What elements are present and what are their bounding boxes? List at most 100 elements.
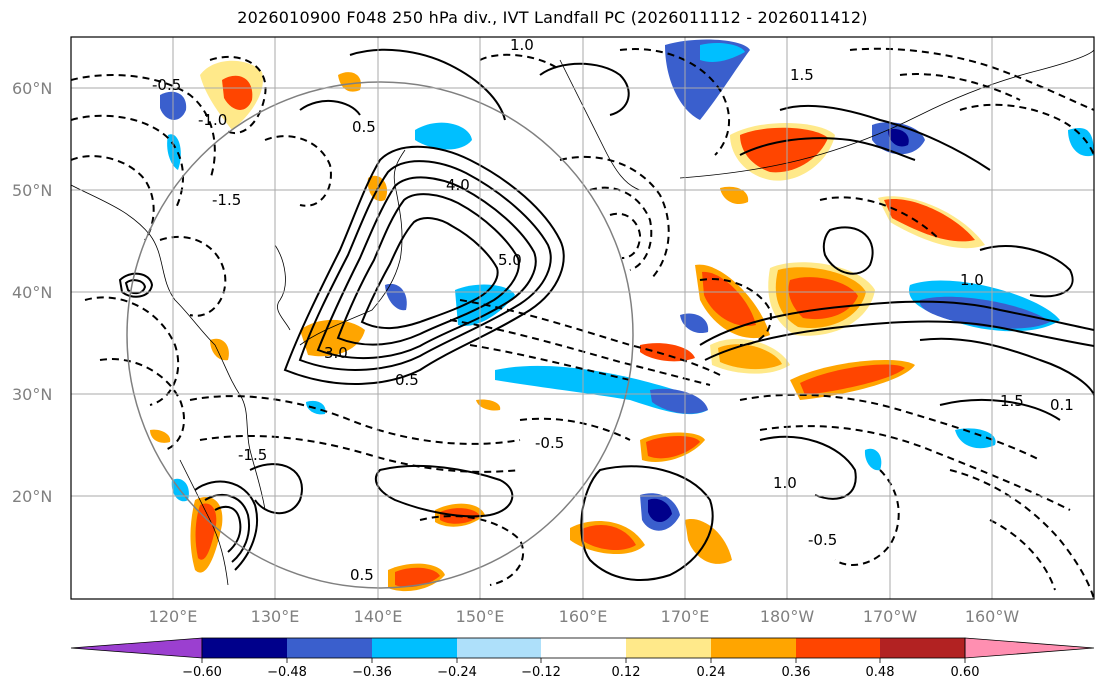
- contour-label: -0.5: [152, 76, 181, 94]
- graticule: [71, 37, 1094, 599]
- contour-negative: [759, 425, 1071, 511]
- contour-positive: [124, 279, 147, 295]
- contour-positive: [699, 300, 1094, 346]
- shade-positive: [685, 519, 732, 564]
- contour-negative: [834, 469, 900, 566]
- contour-negative: [739, 393, 1041, 461]
- contour-label: 1.0: [773, 474, 797, 492]
- contour-label: -1.5: [212, 191, 241, 209]
- contour-positive: [349, 48, 506, 121]
- contour-negative: [469, 344, 631, 381]
- shade-positive: [222, 75, 253, 110]
- lon-label: 180°W: [760, 607, 815, 626]
- contour-positive: [249, 463, 303, 515]
- contour-negative: [959, 103, 1094, 156]
- contour-negative: [264, 135, 332, 207]
- contour-label: 0.5: [352, 118, 376, 136]
- shade-negative: [167, 134, 181, 170]
- contour-positive: [759, 435, 857, 500]
- colorbar-tick-label: −0.12: [521, 665, 561, 680]
- contour-positive: [539, 62, 630, 116]
- shade-positive: [788, 277, 858, 320]
- colorbar-ticks: [201, 658, 966, 663]
- positive-contours: [118, 48, 1094, 581]
- colorbar-tick-label: 0.24: [697, 665, 726, 680]
- contour-positive: [939, 399, 1061, 421]
- shade-negative: [680, 313, 709, 334]
- colorbar-tick-label: 0.60: [951, 665, 980, 680]
- lon-label: 160°E: [559, 607, 608, 626]
- shade-positive: [395, 567, 440, 588]
- colorbar-frame: [201, 637, 966, 659]
- contour-positive: [704, 320, 1094, 361]
- contour-positive: [979, 245, 1074, 298]
- contour-positive: [822, 226, 874, 275]
- shade-positive: [300, 319, 365, 357]
- shade-negative: [1068, 128, 1094, 157]
- contour-negative: [459, 299, 721, 376]
- colorbar-tick-label: −0.60: [182, 665, 222, 680]
- contour-negative: [84, 296, 180, 406]
- contour-label: 0.5: [395, 371, 419, 389]
- contour-label-group: -0.5 -1.0 -1.5 0.5 1.0 1.5 3.0 4.0 5.0 -…: [152, 37, 1074, 584]
- coastline-philippines: [179, 459, 229, 586]
- contour-positive: [739, 137, 916, 161]
- lon-label: 150°E: [456, 607, 505, 626]
- latitude-labels: 60°N 50°N 40°N 30°N 20°N: [12, 79, 52, 506]
- colorbar-segment: [880, 638, 965, 658]
- shade-negative: [415, 122, 472, 150]
- lat-label: 20°N: [12, 487, 52, 506]
- contour-negative: [199, 434, 521, 473]
- contour-negative: [899, 73, 1021, 101]
- contour-negative: [71, 155, 155, 241]
- coastline-korea: [274, 244, 291, 331]
- colorbar-tick-label: 0.12: [612, 665, 641, 680]
- lon-label: 170°E: [661, 607, 710, 626]
- shade-negative: [864, 448, 882, 471]
- contour-label: 1.5: [1000, 392, 1024, 410]
- contour-negative: [99, 358, 185, 451]
- colorbar-tick-label: −0.24: [437, 665, 477, 680]
- shade-negative: [700, 42, 745, 63]
- contour-label: -1.5: [238, 446, 267, 464]
- colorbar-tick-label: 0.48: [866, 665, 895, 680]
- contour-label: 1.0: [960, 271, 984, 289]
- contour-label: 5.0: [498, 251, 522, 269]
- lon-label: 170°W: [863, 607, 918, 626]
- coastlines: [71, 49, 1094, 586]
- colorbar-segment: [457, 638, 541, 658]
- contour-positive: [919, 337, 1094, 396]
- contour-negative: [479, 53, 561, 71]
- lon-label: 120°E: [149, 607, 198, 626]
- contour-positive: [299, 99, 361, 116]
- contour-label: 0.5: [350, 566, 374, 584]
- colorbar-segment: [202, 638, 287, 658]
- coastline-asia: [71, 184, 266, 511]
- contour-negative: [589, 186, 653, 271]
- contour-positive: [316, 176, 537, 360]
- contour-positive: [194, 480, 259, 571]
- contour-positive: [580, 465, 714, 581]
- colorbar-segment: [372, 638, 457, 658]
- lat-label: 60°N: [12, 79, 52, 98]
- contour-label: 1.5: [790, 66, 814, 84]
- contour-label: 3.0: [324, 344, 348, 362]
- negative-contours: [71, 47, 1094, 599]
- colorbar-segment: [541, 638, 626, 658]
- shade-positive: [476, 399, 501, 411]
- contour-positive: [118, 272, 154, 298]
- contour-label: -1.0: [198, 111, 227, 129]
- contour-positive: [204, 494, 250, 563]
- colorbar: −0.60 −0.48 −0.36 −0.24 −0.12 0.12 0.24 …: [70, 637, 1095, 680]
- contour-negative: [449, 319, 711, 386]
- coastline-kamchatka: [559, 59, 641, 191]
- shade-negative: [650, 388, 708, 414]
- shade-negative: [888, 128, 909, 147]
- contour-label: -0.5: [808, 531, 837, 549]
- contour-label: -0.5: [535, 434, 564, 452]
- contour-negative: [71, 74, 216, 181]
- colorbar-extend-min: [70, 637, 203, 659]
- contour-negative: [189, 395, 521, 445]
- shade-positive: [640, 343, 695, 362]
